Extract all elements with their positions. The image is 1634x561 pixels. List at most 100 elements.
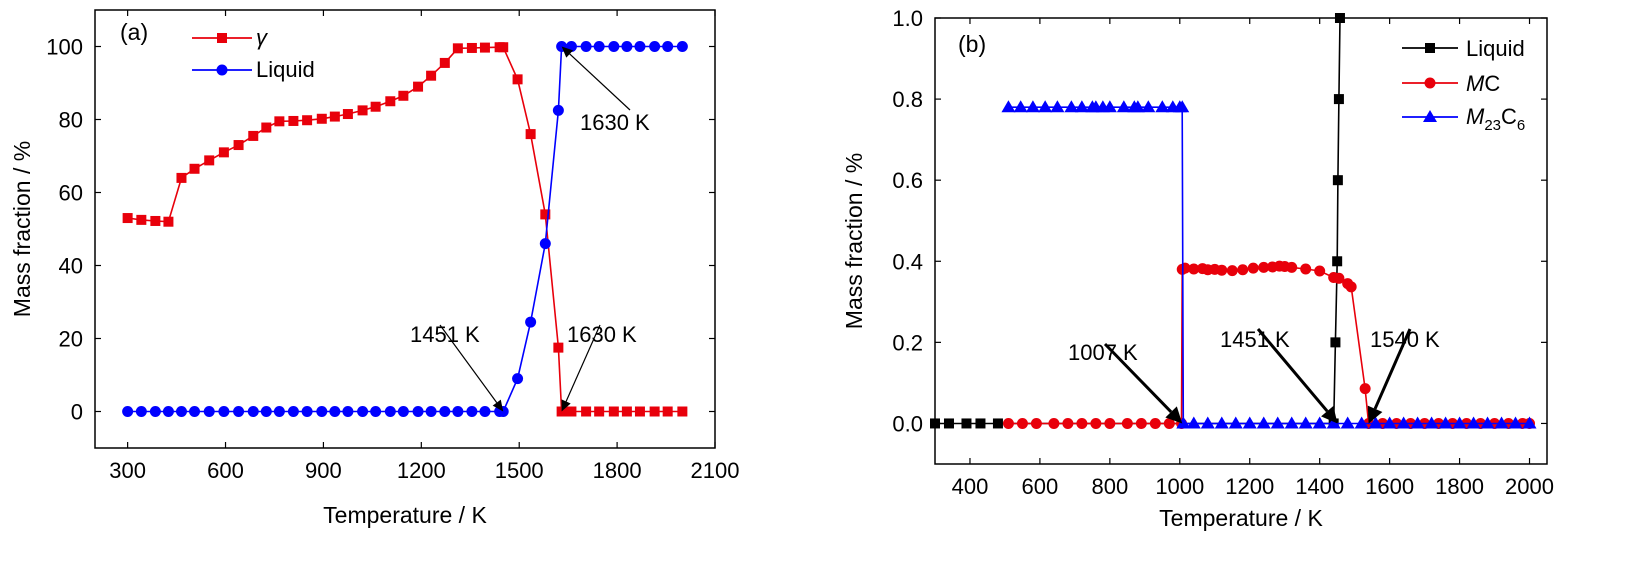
- y-tick-label-b-1: 0.2: [892, 330, 923, 355]
- point-a-s0-8: [233, 140, 244, 151]
- annotation-label-a-2: 1630 K: [567, 322, 637, 347]
- point-a-s0-29: [512, 74, 523, 85]
- point-a-liquid-32: [552, 104, 564, 116]
- point-a-liquid-18: [370, 406, 382, 417]
- point-b-m23c6-29: [1312, 416, 1327, 429]
- point-b-liquid-10: [1334, 13, 1345, 23]
- point-b-mc-19: [1216, 264, 1228, 276]
- point-b-mc-7: [1104, 417, 1116, 429]
- point-a-s0-32: [553, 342, 564, 353]
- point-b-mc-20: [1226, 265, 1238, 277]
- legend-label-m23c6-c: C: [1501, 104, 1517, 129]
- annotation-arrow-b-2: [1373, 328, 1412, 410]
- point-b-m23c6-26: [1270, 416, 1285, 429]
- legend-marker-mc: [1424, 77, 1436, 89]
- point-a-s0-17: [357, 105, 368, 116]
- point-b-mc-21: [1237, 264, 1249, 276]
- legend-label-m23c6-sub2: 6: [1517, 117, 1525, 134]
- point-b-mc-34: [1359, 383, 1371, 395]
- point-b-mc-10: [1149, 417, 1161, 429]
- point-a-s0-41: [649, 406, 660, 417]
- point-a-s0-0: [122, 213, 133, 224]
- point-b-liquid-9: [1333, 94, 1344, 105]
- point-a-liquid-39: [634, 41, 646, 52]
- point-b-liquid-0: [930, 418, 940, 429]
- annotation-label-a-1: 1451 K: [410, 322, 480, 347]
- point-b-m23c6-5: [1064, 100, 1079, 113]
- point-b-mc-6: [1090, 417, 1102, 429]
- point-b-liquid-3: [975, 418, 986, 429]
- y-tick-label-a-1: 20: [59, 327, 83, 352]
- point-a-s0-11: [274, 116, 285, 127]
- y-tick-label-b-4: 0.8: [892, 87, 923, 112]
- legend-marker-liquid-b: [1425, 43, 1435, 53]
- x-tick-label-b-5: 1400: [1295, 474, 1344, 499]
- point-a-s0-16: [342, 109, 353, 120]
- x-tick-label-a-6: 2100: [691, 458, 740, 483]
- point-a-liquid-21: [412, 406, 424, 417]
- annotation-arrowhead-a-1: [492, 399, 504, 412]
- point-b-m23c6-34: [1382, 416, 1397, 429]
- point-a-s0-36: [581, 406, 592, 417]
- annotation-label-b-1: 1451 K: [1220, 327, 1290, 352]
- point-b-m23c6-22: [1214, 416, 1229, 429]
- y-tick-label-a-3: 60: [59, 181, 83, 206]
- point-b-m23c6-28: [1298, 416, 1313, 429]
- point-a-s0-5: [189, 163, 200, 174]
- point-b-m23c6-18: [1175, 100, 1190, 113]
- panel-a: 300 600 900 1200 1500 1800 2100 0 20 40 60 80 100 16…: [9, 9, 740, 528]
- point-b-m23c6-23: [1228, 416, 1243, 429]
- point-a-s0-20: [398, 90, 409, 101]
- point-a-liquid-6: [203, 406, 215, 417]
- legend-a: γ Liquid: [192, 25, 315, 82]
- point-b-m23c6-0: [1001, 100, 1016, 113]
- legend-label-liquid-b: Liquid: [1466, 36, 1525, 61]
- point-b-liquid-1: [943, 418, 954, 429]
- point-a-liquid-19: [384, 406, 396, 417]
- legend-b: Liquid MC M23C6: [1402, 36, 1525, 134]
- point-a-s0-23: [439, 57, 450, 68]
- point-b-m23c6-21: [1200, 416, 1215, 429]
- x-tick-label-b-2: 800: [1091, 474, 1128, 499]
- point-b-m23c6-31: [1340, 416, 1355, 429]
- x-tick-label-b-6: 1600: [1365, 474, 1414, 499]
- point-a-liquid-42: [676, 41, 688, 52]
- annotation-arrow-b-0: [1103, 342, 1173, 414]
- point-a-s0-1: [136, 214, 147, 225]
- annotation-arrow-a-1: [439, 324, 498, 403]
- point-b-m23c6-42: [1494, 416, 1509, 429]
- x-tick-label-a-0: 300: [109, 458, 146, 483]
- point-a-liquid-14: [316, 406, 328, 417]
- series-group-b: [930, 13, 1537, 429]
- point-b-m23c6-10: [1102, 100, 1117, 113]
- point-b-m23c6-25: [1256, 416, 1271, 429]
- point-b-m23c6-15: [1155, 100, 1170, 113]
- point-a-liquid-7: [218, 406, 230, 417]
- point-a-liquid-22: [425, 406, 437, 417]
- series-line-a-s0: [127, 46, 683, 413]
- y-tick-label-a-4: 80: [59, 108, 83, 133]
- point-b-m23c6-24: [1242, 416, 1257, 429]
- axis-ticks-b: 400 600 800 1000 1200 1400 1600 1800 2000 0.0 0.2 0…: [892, 6, 1554, 499]
- legend-label-mc: MC: [1466, 71, 1500, 96]
- point-b-mc-5: [1076, 417, 1088, 429]
- point-a-liquid-23: [439, 406, 451, 417]
- point-a-liquid-25: [466, 406, 478, 417]
- point-b-m23c6-2: [1025, 100, 1040, 113]
- x-tick-label-b-3: 1000: [1155, 474, 1204, 499]
- point-b-m23c6-3: [1038, 100, 1053, 113]
- point-b-mc-9: [1135, 417, 1147, 429]
- legend-label-m23c6-sub1: 23: [1484, 117, 1501, 134]
- point-a-s0-10: [261, 122, 272, 133]
- x-tick-label-b-7: 1800: [1435, 474, 1484, 499]
- legend-marker-m23c6: [1423, 110, 1437, 122]
- plot-frame-b: [934, 17, 1548, 465]
- y-tick-label-b-0: 0.0: [892, 411, 923, 436]
- point-b-m23c6-19: [1176, 416, 1191, 429]
- panel-b: 400 600 800 1000 1200 1400 1600 1800 2000 0.0 0.2 0…: [841, 6, 1554, 531]
- point-b-mc-28: [1300, 263, 1312, 275]
- annotation-arrowhead-a-2: [561, 399, 571, 412]
- panel-label-a: (a): [120, 19, 148, 45]
- point-b-m23c6-35: [1396, 416, 1411, 429]
